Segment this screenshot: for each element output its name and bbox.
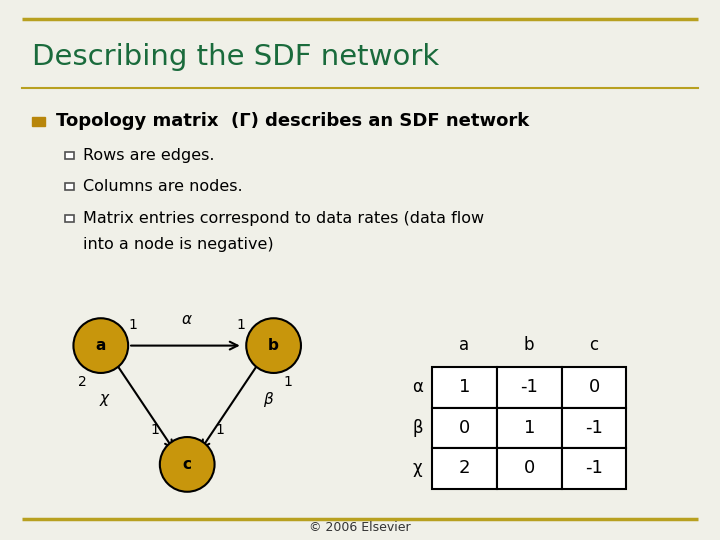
Text: -1: -1 (521, 379, 538, 396)
Text: 1: 1 (150, 423, 159, 437)
Text: b: b (524, 336, 534, 354)
Ellipse shape (160, 437, 215, 492)
Text: 2: 2 (459, 460, 470, 477)
Text: c: c (590, 336, 598, 354)
Text: Rows are edges.: Rows are edges. (83, 148, 215, 163)
Bar (65, 215, 74, 222)
Text: 0: 0 (588, 379, 600, 396)
Text: Topology matrix  (Γ) describes an SDF network: Topology matrix (Γ) describes an SDF net… (56, 112, 529, 131)
Bar (65, 183, 74, 190)
Text: © 2006 Elsevier: © 2006 Elsevier (309, 521, 411, 534)
Bar (432, 367, 497, 408)
Text: 0: 0 (523, 460, 535, 477)
Text: 1: 1 (459, 379, 470, 396)
Text: $\alpha$: $\alpha$ (181, 312, 193, 327)
Text: 2: 2 (78, 375, 87, 389)
Bar (432, 448, 497, 489)
Text: Describing the SDF network: Describing the SDF network (32, 43, 440, 71)
Bar (562, 408, 626, 448)
Text: a: a (96, 338, 106, 353)
Text: a: a (459, 336, 469, 354)
Text: 1: 1 (237, 318, 246, 332)
Text: 1: 1 (215, 423, 224, 437)
Text: into a node is negative): into a node is negative) (83, 237, 274, 252)
Ellipse shape (73, 318, 128, 373)
Text: α: α (412, 379, 423, 396)
Bar (65, 152, 74, 159)
Text: -1: -1 (585, 419, 603, 437)
Bar (497, 408, 562, 448)
Text: χ: χ (413, 460, 423, 477)
Text: Columns are nodes.: Columns are nodes. (83, 179, 243, 194)
Text: 0: 0 (459, 419, 470, 437)
Text: 1: 1 (523, 419, 535, 437)
Text: c: c (183, 457, 192, 472)
Text: 1: 1 (129, 318, 138, 332)
Text: $\beta$: $\beta$ (263, 390, 274, 409)
Text: -1: -1 (585, 460, 603, 477)
Ellipse shape (246, 318, 301, 373)
Bar (32, 117, 45, 126)
Text: β: β (413, 419, 423, 437)
Bar (497, 367, 562, 408)
Bar (497, 448, 562, 489)
Bar (432, 408, 497, 448)
Bar (562, 448, 626, 489)
Text: 1: 1 (284, 375, 292, 389)
Text: Matrix entries correspond to data rates (data flow: Matrix entries correspond to data rates … (83, 211, 484, 226)
Text: b: b (268, 338, 279, 353)
Bar (562, 367, 626, 408)
Text: $\chi$: $\chi$ (99, 392, 112, 408)
